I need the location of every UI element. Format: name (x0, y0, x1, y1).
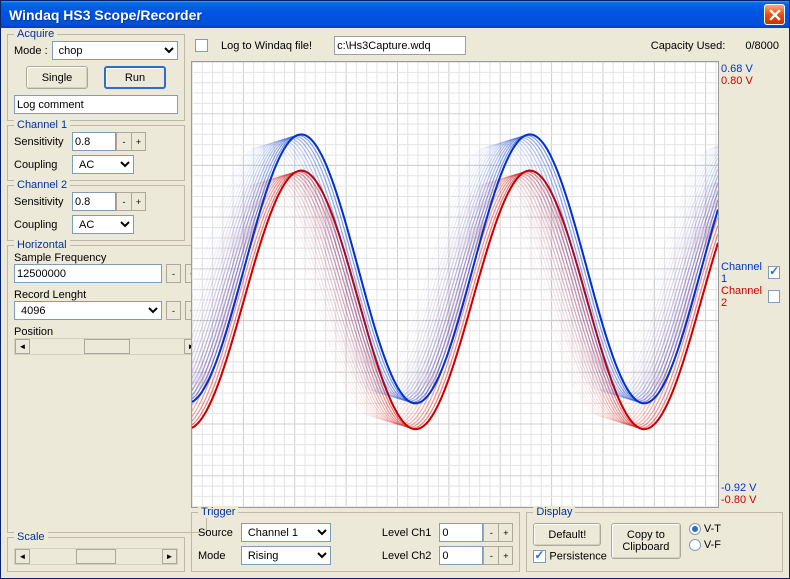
ch1-sens-inc[interactable]: + (131, 132, 146, 151)
single-button[interactable]: Single (26, 66, 88, 89)
ch2-visible-checkbox[interactable] (768, 290, 780, 303)
log-label: Log to Windaq file! (221, 40, 312, 52)
scale-left-arrow[interactable]: ◄ (15, 549, 30, 564)
channel1-group: Channel 1 Sensitivity - + Coupling AC (7, 125, 185, 181)
sample-freq-label: Sample Frequency (14, 252, 106, 264)
vf-label: V-F (704, 539, 721, 551)
log-comment-input[interactable] (14, 95, 178, 114)
horiz-legend: Horizontal (14, 239, 70, 251)
ch1-visible-checkbox[interactable] (768, 266, 780, 279)
ch2-sens-inc[interactable]: + (131, 192, 146, 211)
bottom-row: Trigger Source Channel 1 Level Ch1 - + M… (191, 512, 783, 572)
run-button[interactable]: Run (104, 66, 166, 89)
top-row: Log to Windaq file! Capacity Used: 0/800… (191, 34, 783, 57)
trg-lvl1-spin: - + (439, 523, 513, 542)
ch2-coup-select[interactable]: AC (72, 215, 134, 234)
ch2-sens-label: Sensitivity (14, 196, 68, 208)
ch1-top-v: 0.68 V (721, 63, 783, 75)
trg-lvl2-dec[interactable]: - (483, 546, 498, 565)
display-group: Display Default! Persistence Copy to Cli… (526, 512, 783, 572)
trg-lvl2-spin: - + (439, 546, 513, 565)
sample-freq-dec[interactable]: - (166, 264, 181, 283)
scale-right-arrow[interactable]: ► (162, 549, 177, 564)
record-len-select[interactable]: 4096 (14, 301, 162, 320)
trg-lvl2-inc[interactable]: + (498, 546, 513, 565)
display-legend: Display (533, 506, 575, 518)
channel1-legend: Channel 1 (14, 119, 70, 131)
close-button[interactable] (764, 4, 785, 25)
position-slider[interactable]: ◄ ► (14, 338, 200, 355)
scale-legend: Scale (14, 531, 48, 543)
ch1-sens-input[interactable] (72, 132, 116, 151)
record-len-label: Record Lenght (14, 289, 86, 301)
ch1-sens-spin: - + (72, 132, 146, 151)
close-icon (769, 9, 781, 21)
copy-clipboard-button[interactable]: Copy to Clipboard (611, 523, 681, 559)
trg-lvl1-inc[interactable]: + (498, 523, 513, 542)
capacity-label: Capacity Used: (651, 40, 726, 52)
vf-radio[interactable] (689, 539, 701, 551)
scope-chart (191, 61, 719, 508)
trigger-legend: Trigger (198, 506, 238, 518)
scale-thumb[interactable] (76, 549, 116, 564)
trg-mode-select[interactable]: Rising (241, 546, 331, 565)
titlebar: Windaq HS3 Scope/Recorder (1, 1, 789, 28)
mode-select[interactable]: chop (52, 41, 178, 60)
vt-label: V-T (704, 523, 721, 535)
channel2-group: Channel 2 Sensitivity - + Coupling AC (7, 185, 185, 241)
scale-group: Scale ◄ ► (7, 537, 185, 572)
position-label: Position (14, 326, 53, 338)
trg-lvl2-label: Level Ch2 (382, 550, 432, 562)
mode-label: Mode : (14, 45, 48, 57)
scope-svg (192, 62, 718, 507)
acquire-group: Acquire Mode : chop Single Run (7, 34, 185, 121)
log-file-input[interactable] (334, 36, 466, 55)
chart-area: 0.68 V 0.80 V Channel 1 Channel 2 (191, 61, 783, 508)
trg-source-select[interactable]: Channel 1 (241, 523, 331, 542)
ch2-top-v: 0.80 V (721, 75, 783, 87)
scale-slider[interactable]: ◄ ► (14, 548, 178, 565)
acquire-legend: Acquire (14, 28, 57, 40)
app-window: Windaq HS3 Scope/Recorder Acquire Mode :… (0, 0, 790, 579)
ch2-sens-spin: - + (72, 192, 146, 211)
vt-radio[interactable] (689, 523, 701, 535)
sample-freq-input[interactable] (14, 264, 162, 283)
capacity-value: 0/8000 (745, 40, 779, 52)
ch1-sens-dec[interactable]: - (116, 132, 131, 151)
ch2-legend: Channel 2 (721, 285, 766, 309)
ch1-legend: Channel 1 (721, 261, 766, 285)
trg-lvl1-input[interactable] (439, 523, 483, 542)
log-checkbox[interactable] (195, 39, 208, 52)
ch2-bot-v: -0.80 V (721, 494, 783, 506)
trg-mode-label: Mode (198, 550, 233, 562)
chart-right-labels: 0.68 V 0.80 V Channel 1 Channel 2 (721, 61, 783, 508)
window-title: Windaq HS3 Scope/Recorder (5, 7, 764, 23)
trg-source-label: Source (198, 527, 233, 539)
position-left-arrow[interactable]: ◄ (15, 339, 30, 354)
client-area: Acquire Mode : chop Single Run Channel 1… (1, 28, 789, 578)
ch2-sens-input[interactable] (72, 192, 116, 211)
ch1-bot-v: -0.92 V (721, 482, 783, 494)
trg-lvl2-input[interactable] (439, 546, 483, 565)
persistence-label: Persistence (549, 550, 606, 562)
ch2-sens-dec[interactable]: - (116, 192, 131, 211)
ch1-sens-label: Sensitivity (14, 136, 68, 148)
record-len-dec[interactable]: - (166, 301, 181, 320)
position-thumb[interactable] (84, 339, 130, 354)
right-panel: Log to Windaq file! Capacity Used: 0/800… (191, 34, 783, 572)
persistence-checkbox[interactable] (533, 550, 546, 563)
horizontal-group: Horizontal Sample Frequency - + Record L… (7, 245, 207, 533)
channel2-legend: Channel 2 (14, 179, 70, 191)
trigger-group: Trigger Source Channel 1 Level Ch1 - + M… (191, 512, 520, 572)
ch1-coup-select[interactable]: AC (72, 155, 134, 174)
left-panel: Acquire Mode : chop Single Run Channel 1… (7, 34, 185, 572)
trg-lvl1-dec[interactable]: - (483, 523, 498, 542)
ch2-coup-label: Coupling (14, 219, 68, 231)
default-button[interactable]: Default! (533, 523, 601, 546)
trg-lvl1-label: Level Ch1 (382, 527, 432, 539)
ch1-coup-label: Coupling (14, 159, 68, 171)
